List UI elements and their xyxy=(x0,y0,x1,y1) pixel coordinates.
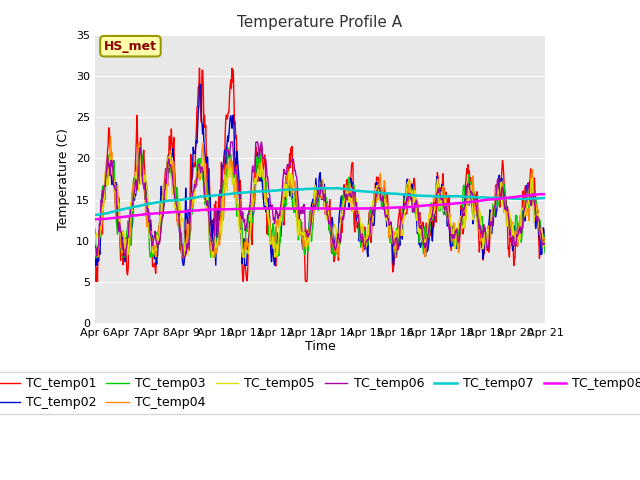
TC_temp01 xyxy=(388,260,396,266)
TC_temp05 xyxy=(192,178,200,184)
TC_temp05 xyxy=(136,148,144,154)
TC_temp07 xyxy=(541,195,549,201)
TC_temp01 xyxy=(100,193,108,199)
TC_temp04 xyxy=(100,196,108,202)
TC_temp03 xyxy=(193,181,200,187)
TC_temp06 xyxy=(227,139,235,145)
TC_temp04 xyxy=(541,240,549,246)
TC_temp01 xyxy=(92,279,100,285)
TC_temp04 xyxy=(375,181,383,187)
TC_temp03 xyxy=(92,254,100,260)
TC_temp07 xyxy=(216,192,223,198)
TC_temp06 xyxy=(375,184,383,190)
TC_temp05 xyxy=(388,228,396,234)
TC_temp03 xyxy=(100,185,108,191)
TC_temp02 xyxy=(388,243,396,249)
TC_temp08 xyxy=(541,192,549,197)
TC_temp06 xyxy=(99,193,107,199)
TC_temp03 xyxy=(216,230,224,236)
TC_temp07 xyxy=(100,211,108,216)
Line: TC_temp05: TC_temp05 xyxy=(95,151,545,257)
TC_temp07 xyxy=(192,194,200,200)
TC_temp06 xyxy=(179,254,187,260)
Line: TC_temp08: TC_temp08 xyxy=(95,194,545,219)
TC_temp02 xyxy=(146,223,154,228)
TC_temp08 xyxy=(539,191,547,197)
TC_temp02 xyxy=(91,260,99,266)
Text: HS_met: HS_met xyxy=(104,40,157,53)
TC_temp03 xyxy=(388,227,396,233)
TC_temp05 xyxy=(91,243,99,249)
TC_temp08 xyxy=(191,207,199,213)
TC_temp04 xyxy=(388,240,396,246)
Line: TC_temp03: TC_temp03 xyxy=(95,147,545,257)
TC_temp07 xyxy=(375,190,383,195)
TC_temp01 xyxy=(541,246,549,252)
Line: TC_temp01: TC_temp01 xyxy=(95,68,545,282)
TC_temp06 xyxy=(216,209,223,215)
TC_temp05 xyxy=(375,197,383,203)
TC_temp08 xyxy=(91,216,99,222)
TC_temp08 xyxy=(215,206,223,212)
TC_temp02 xyxy=(196,82,204,87)
Line: TC_temp07: TC_temp07 xyxy=(95,188,545,215)
TC_temp04 xyxy=(91,246,99,252)
TC_temp05 xyxy=(216,217,223,223)
TC_temp02 xyxy=(100,200,108,206)
TC_temp03 xyxy=(91,226,99,231)
TC_temp02 xyxy=(192,144,200,150)
TC_temp04 xyxy=(193,180,200,186)
TC_temp01 xyxy=(375,184,383,190)
TC_temp02 xyxy=(92,262,99,268)
TC_temp05 xyxy=(239,254,247,260)
TC_temp07 xyxy=(91,212,99,217)
TC_temp01 xyxy=(216,187,224,193)
TC_temp05 xyxy=(99,207,107,213)
TC_temp08 xyxy=(374,205,381,211)
TC_temp02 xyxy=(375,182,383,188)
Legend: TC_temp01, TC_temp02, TC_temp03, TC_temp04, TC_temp05, TC_temp06, TC_temp07, TC_: TC_temp01, TC_temp02, TC_temp03, TC_temp… xyxy=(0,372,640,414)
TC_temp06 xyxy=(91,242,99,248)
Line: TC_temp02: TC_temp02 xyxy=(95,84,545,265)
TC_temp02 xyxy=(216,221,224,227)
Title: Temperature Profile A: Temperature Profile A xyxy=(237,15,403,30)
TC_temp05 xyxy=(146,235,154,241)
TC_temp01 xyxy=(91,237,99,243)
Line: TC_temp06: TC_temp06 xyxy=(95,142,545,257)
TC_temp06 xyxy=(192,184,200,190)
TC_temp06 xyxy=(388,229,396,235)
TC_temp04 xyxy=(94,254,102,260)
TC_temp04 xyxy=(147,228,154,234)
TC_temp07 xyxy=(333,185,341,191)
TC_temp06 xyxy=(145,218,153,224)
TC_temp02 xyxy=(541,242,549,248)
TC_temp04 xyxy=(107,134,115,140)
TC_temp08 xyxy=(145,211,153,217)
Line: TC_temp04: TC_temp04 xyxy=(95,137,545,257)
TC_temp05 xyxy=(541,240,549,246)
TC_temp03 xyxy=(541,250,549,256)
TC_temp07 xyxy=(146,201,154,206)
TC_temp03 xyxy=(147,254,154,260)
TC_temp01 xyxy=(196,65,204,71)
TC_temp06 xyxy=(541,240,549,246)
TC_temp07 xyxy=(92,212,99,218)
TC_temp04 xyxy=(216,234,224,240)
TC_temp08 xyxy=(387,204,395,210)
TC_temp07 xyxy=(388,191,396,196)
Y-axis label: Temperature (C): Temperature (C) xyxy=(58,128,70,230)
TC_temp08 xyxy=(99,216,107,222)
TC_temp03 xyxy=(375,183,383,189)
TC_temp01 xyxy=(146,219,154,225)
TC_temp03 xyxy=(138,144,145,150)
X-axis label: Time: Time xyxy=(305,340,335,353)
TC_temp01 xyxy=(192,139,200,144)
